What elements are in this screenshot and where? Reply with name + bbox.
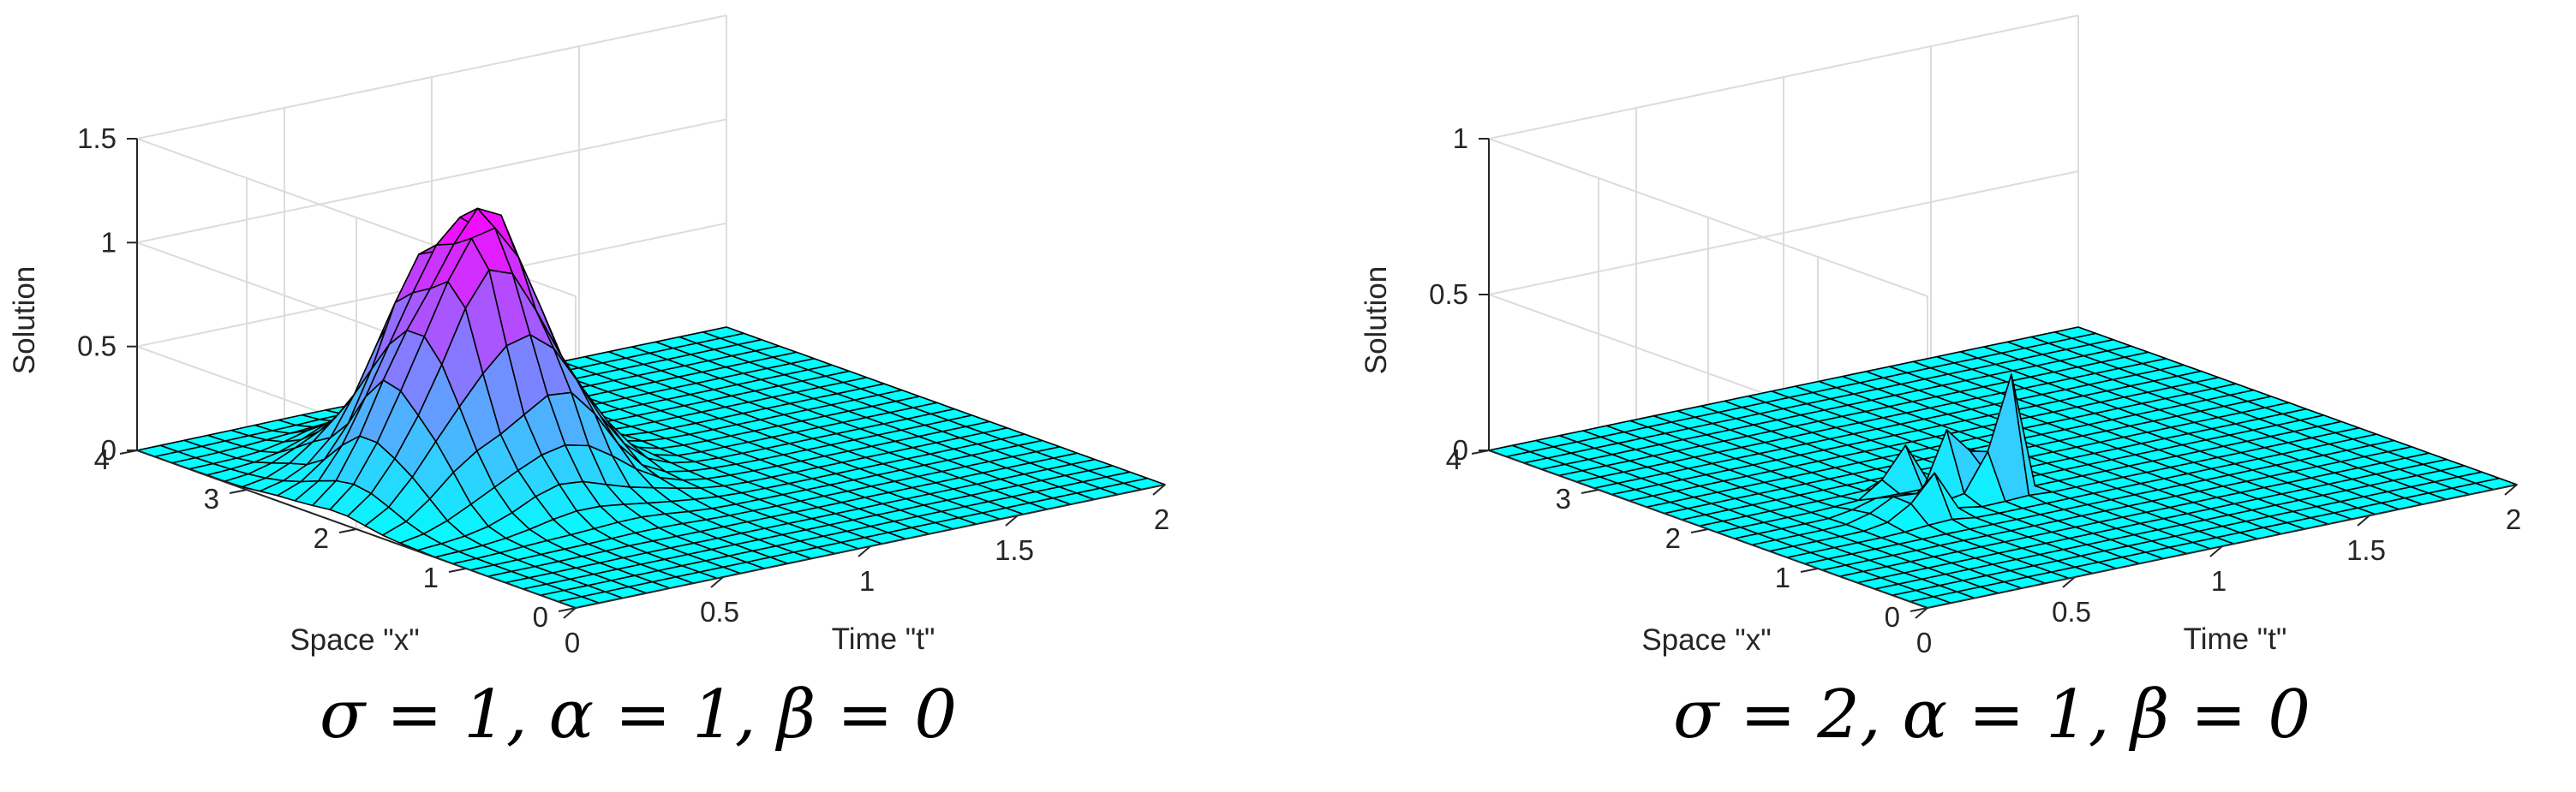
space-tick-label: 3 [204,483,219,515]
time-axis-title: Time "t" [832,622,935,656]
solution-tick-label: 0.5 [1429,278,1468,310]
solution-axis-title: Solution [1360,266,1393,374]
space-axis-title: Space "x" [1641,623,1771,657]
space-tick-label: 1 [423,562,439,593]
space-tick [229,489,248,494]
space-tick [448,568,467,573]
space-tick [1800,568,1819,573]
solution-tick-label: 1.5 [77,122,117,154]
time-tick [2504,484,2518,496]
time-tick [710,576,724,588]
solution-axis-title: Solution [8,266,41,374]
solution-tick-label: 1 [1453,122,1468,154]
time-tick-label: 1 [859,565,875,597]
time-axis-title: Time "t" [2184,622,2287,656]
caption-left: σ = 1, α = 1, β = 0 [320,676,957,753]
time-tick-label: 1 [2211,565,2226,597]
solution-tick-label: 0.5 [77,330,117,362]
time-tick-label: 1.5 [995,534,1034,566]
time-tick-label: 0.5 [700,596,739,628]
time-tick [2357,515,2370,527]
solution-tick-label: 0 [101,434,117,466]
time-tick-label: 0.5 [2052,596,2091,628]
surface-mesh [1488,326,2518,609]
time-tick [858,545,871,557]
space-tick-label: 0 [533,601,548,633]
space-tick-label: 3 [1556,483,1571,515]
space-tick-label: 2 [314,522,329,554]
time-tick [1152,484,1166,496]
time-tick [2062,576,2076,588]
time-tick-label: 0 [565,627,580,658]
time-tick-label: 2 [1154,503,1169,535]
surface-mesh [136,207,1166,609]
space-tick-label: 0 [1885,601,1900,633]
space-tick [1690,528,1709,533]
time-tick [1005,515,1019,527]
solution-tick-label: 0 [1453,434,1468,466]
space-tick-label: 2 [1665,522,1681,554]
space-tick [338,528,357,533]
space-tick-label: 4 [94,444,110,475]
space-tick [1910,607,1928,612]
caption-right: σ = 2, α = 1, β = 0 [1673,676,2310,753]
space-axis-title: Space "x" [290,623,419,657]
time-tick-label: 1.5 [2346,534,2386,566]
time-tick-label: 0 [1916,627,1932,658]
time-tick [1915,607,1928,619]
space-tick [1581,489,1599,494]
space-tick [558,607,577,612]
space-tick-label: 1 [1775,562,1790,593]
time-tick [563,607,577,619]
time-tick [2209,545,2223,557]
solution-tick-label: 1 [101,226,117,258]
space-tick-label: 4 [1446,444,1461,475]
time-tick-label: 2 [2506,503,2521,535]
